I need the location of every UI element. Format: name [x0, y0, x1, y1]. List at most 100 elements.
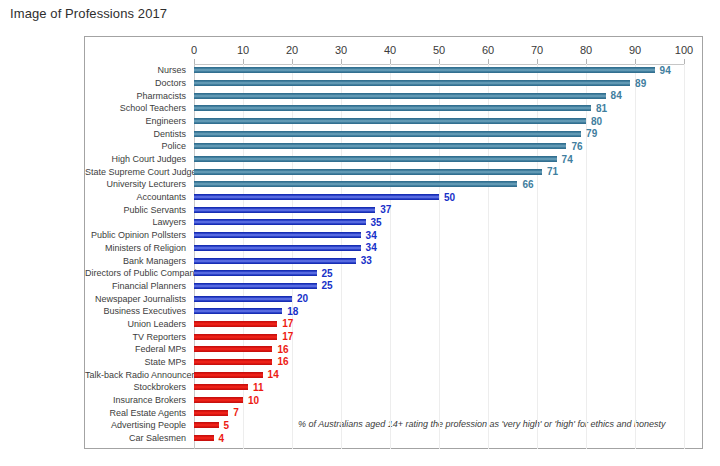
bar — [194, 131, 581, 137]
bar — [194, 270, 317, 276]
value-label: 18 — [287, 306, 298, 317]
bar — [194, 308, 282, 314]
value-label: 16 — [277, 344, 288, 355]
bar — [194, 169, 542, 175]
value-label: 80 — [591, 116, 602, 127]
bar-row: Pharmacists84 — [85, 89, 702, 102]
bar-row: Dentists79 — [85, 127, 702, 140]
category-label: Stockbrokers — [85, 382, 186, 392]
value-label: 89 — [635, 78, 646, 89]
category-label: Engineers — [85, 116, 186, 126]
value-label: 17 — [282, 318, 293, 329]
bar-row: Lawyers 35 — [85, 216, 702, 229]
bar-row: Union Leaders17 — [85, 318, 702, 331]
bar-row: Real Estate Agents7 — [85, 406, 702, 419]
bar — [194, 410, 228, 416]
x-axis-tick-label: 80 — [580, 44, 592, 56]
bar — [194, 143, 566, 149]
value-label: 25 — [322, 268, 333, 279]
value-label: 10 — [248, 395, 259, 406]
value-label: 74 — [562, 154, 573, 165]
bar-row: Talk-back Radio Announcers14 — [85, 368, 702, 381]
category-label: Public Opinion Pollsters — [85, 230, 186, 240]
value-label: 35 — [371, 217, 382, 228]
value-label: 94 — [660, 65, 671, 76]
category-label: Car Salesmen — [85, 433, 186, 443]
bar — [194, 181, 517, 187]
bar — [194, 105, 591, 111]
bar — [194, 67, 655, 73]
value-label: 34 — [366, 230, 377, 241]
x-axis-tick-label: 10 — [237, 44, 249, 56]
value-label: 5 — [224, 420, 230, 431]
bar-row: State Supreme Court Judges 71 — [85, 165, 702, 178]
bar-row: Federal MPs 16 — [85, 343, 702, 356]
page-title: Image of Professions 2017 — [10, 6, 167, 21]
value-label: 20 — [297, 293, 308, 304]
value-label: 34 — [366, 242, 377, 253]
category-label: Business Executives — [85, 306, 186, 316]
value-label: 11 — [253, 382, 264, 393]
value-label: 17 — [282, 331, 293, 342]
value-label: 25 — [322, 280, 333, 291]
bar — [194, 372, 263, 378]
bar-row: Car Salesmen 4 — [85, 432, 702, 445]
category-label: Police — [85, 141, 186, 151]
category-label: State MPs — [85, 357, 186, 367]
value-label: 71 — [547, 166, 558, 177]
bar-row: Insurance Brokers10 — [85, 394, 702, 407]
value-label: 66 — [522, 179, 533, 190]
category-label: High Court Judges — [85, 154, 186, 164]
bar — [194, 156, 557, 162]
bar-row: Police 76 — [85, 140, 702, 153]
bar-row: Engineers 80 — [85, 115, 702, 128]
category-label: Lawyers — [85, 217, 186, 227]
value-label: 79 — [586, 128, 597, 139]
category-label: Accountants — [85, 192, 186, 202]
bar — [194, 219, 366, 225]
bar-row: High Court Judges 74 — [85, 153, 702, 166]
value-label: 81 — [596, 103, 607, 114]
category-label: Advertising People — [85, 420, 186, 430]
bar — [194, 118, 586, 124]
bar — [194, 194, 439, 200]
category-label: Doctors — [85, 78, 186, 88]
value-label: 16 — [277, 356, 288, 367]
bar-row: Directors of Public Companies25 — [85, 267, 702, 280]
bar-row: School Teachers 81 — [85, 102, 702, 115]
bar — [194, 422, 219, 428]
bar-row: Stockbrokers 11 — [85, 381, 702, 394]
category-label: School Teachers — [85, 103, 186, 113]
category-label: Nurses — [85, 65, 186, 75]
x-axis-tick-label: 100 — [675, 44, 693, 56]
category-label: Federal MPs — [85, 344, 186, 354]
bar-row: University Lecturers66 — [85, 178, 702, 191]
x-axis-tick-label: 30 — [335, 44, 347, 56]
bar — [194, 359, 272, 365]
bar — [194, 397, 243, 403]
category-label: Talk-back Radio Announcers — [85, 370, 186, 380]
bar-row: Financial Planners25 — [85, 280, 702, 293]
value-label: 37 — [380, 204, 391, 215]
value-label: 7 — [233, 407, 239, 418]
bar-row: Newspaper Journalists 20 — [85, 292, 702, 305]
value-label: 76 — [571, 141, 582, 152]
bar — [194, 207, 375, 213]
bar-row: Public Servants37 — [85, 203, 702, 216]
value-label: 50 — [444, 192, 455, 203]
category-label: Ministers of Religion — [85, 243, 186, 253]
bar-row: Business Executives 18 — [85, 305, 702, 318]
bar-row: Nurses 94 — [85, 64, 702, 77]
value-label: 84 — [611, 90, 622, 101]
bar-row: Ministers of Religion 34 — [85, 242, 702, 255]
x-axis-tick-label: 60 — [482, 44, 494, 56]
x-axis-tick-label: 40 — [384, 44, 396, 56]
value-label: 4 — [219, 433, 225, 444]
category-label: Newspaper Journalists — [85, 294, 186, 304]
bar-row: TV Reporters17 — [85, 330, 702, 343]
category-label: State Supreme Court Judges — [85, 167, 186, 177]
bar — [194, 334, 277, 340]
bar-row: Public Opinion Pollsters 34 — [85, 229, 702, 242]
bar-row: Accountants 50 — [85, 191, 702, 204]
chart-area: % of Australians aged 14+ rating the pro… — [84, 36, 703, 449]
